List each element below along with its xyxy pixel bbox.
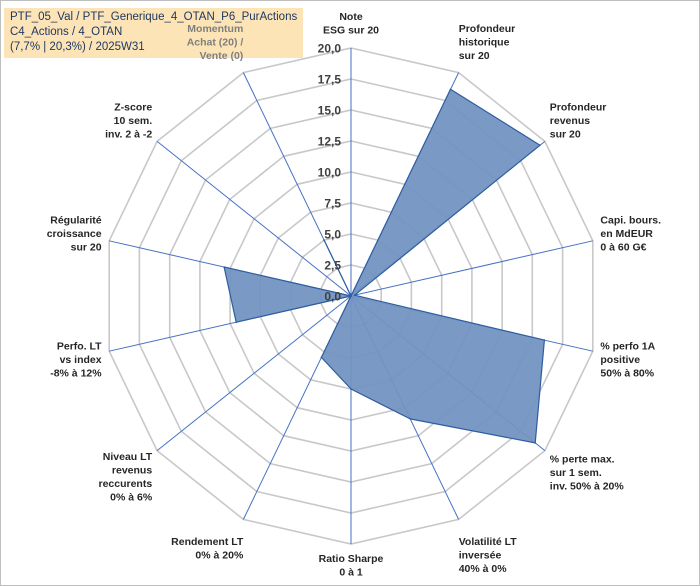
- category-label: Niveau LT revenus reccurents 0% à 6%: [98, 451, 152, 504]
- tick-label: 20,0: [318, 42, 342, 56]
- category-label: Profondeur historique sur 20: [459, 23, 516, 62]
- tick-label: 5,0: [324, 228, 341, 242]
- title-line-period: (7,7% | 20,3%) / 2025W31: [10, 41, 145, 53]
- tick-label: 15,0: [318, 104, 342, 118]
- category-label-line: 0 à 1: [339, 566, 363, 578]
- category-label: Ratio Sharpe 0 à 1: [319, 553, 384, 579]
- tick-label: 17,5: [318, 73, 342, 87]
- category-label-line: en MdEUR: [600, 228, 653, 240]
- category-label-line: positive: [600, 354, 640, 366]
- category-label: Profondeur revenus sur 20: [550, 102, 607, 141]
- category-label-line: Achat (20) /: [187, 37, 244, 49]
- category-label-line: Vente (0): [200, 50, 244, 62]
- category-label-line: sur 20: [459, 50, 490, 62]
- tick-label: 0,0: [324, 290, 341, 304]
- category-label-line: Niveau LT: [103, 451, 153, 463]
- category-label-line: sur 20: [550, 129, 581, 141]
- title-line-category: C4_Actions / 4_OTAN: [10, 26, 123, 38]
- category-label-line: Momentum: [187, 23, 243, 35]
- category-label-line: revenus: [112, 465, 152, 477]
- category-label: Note ESG sur 20: [323, 11, 379, 37]
- series-point: [543, 339, 546, 341]
- series-point: [320, 356, 323, 359]
- category-label-line: 50% à 80%: [600, 367, 654, 379]
- category-label-line: inversée: [459, 549, 502, 561]
- tick-label: 2,5: [324, 259, 341, 273]
- category-label-line: 0 à 60 G€: [600, 242, 646, 254]
- category-label-line: Perfo. LT: [57, 340, 102, 352]
- category-label-line: Z-score: [114, 102, 152, 114]
- category-label-line: 0% à 6%: [110, 492, 153, 504]
- category-label-line: Profondeur: [459, 23, 516, 35]
- series-point: [350, 295, 352, 297]
- title-line-portfolio: PTF_05_Val / PTF_Generique_4_OTAN_P6_Pur…: [10, 11, 298, 23]
- category-label-line: croissance: [47, 228, 102, 240]
- series-point: [350, 388, 352, 390]
- series-point: [235, 321, 237, 324]
- radar-category-labels: Note ESG sur 20 Profondeur historique sur 20…: [47, 11, 661, 579]
- radar-axis-line: [350, 240, 593, 297]
- category-label: Perfo. LT vs index -8% à 12%: [50, 340, 102, 379]
- category-label-line: Capi. bours.: [600, 215, 661, 227]
- series-point: [534, 442, 536, 444]
- category-label-line: inv. 50% à 20%: [550, 481, 625, 493]
- radar-series: [223, 88, 546, 444]
- category-label-line: Note: [339, 11, 362, 23]
- category-label: Volatilité LT inversée 40% à 0%: [459, 536, 518, 575]
- category-label-line: inv. 2 à -2: [105, 129, 152, 141]
- category-label-line: 40% à 0%: [459, 563, 508, 575]
- category-label-line: Volatilité LT: [459, 536, 518, 548]
- series-area: [223, 88, 546, 444]
- series-point: [449, 88, 452, 91]
- tick-label: 12,5: [318, 135, 342, 149]
- category-label-line: 0% à 20%: [195, 549, 244, 561]
- category-label-line: 10 sem.: [114, 115, 153, 127]
- tick-label: 7,5: [324, 197, 341, 211]
- category-label: % perte max. sur 1 sem. inv. 50% à 20%: [550, 454, 625, 493]
- chart-title-box: PTF_05_Val / PTF_Generique_4_OTAN_P6_Pur…: [4, 8, 304, 58]
- radar-axis-line: [156, 295, 352, 451]
- category-label: Z-score 10 sem. inv. 2 à -2: [105, 102, 152, 141]
- category-label: Régularité croissance sur 20: [47, 215, 102, 254]
- category-label-line: % perfo 1A: [600, 340, 655, 352]
- category-label-line: -8% à 12%: [50, 367, 102, 379]
- category-label: % perfo 1A positive 50% à 80%: [600, 340, 655, 379]
- radar-tick-labels: 0,0 2,5 5,0 7,5 10,0 12,5 15,0 17,5 20,0: [318, 42, 342, 304]
- category-label: Momentum Achat (20) / Vente (0): [187, 23, 244, 62]
- tick-label: 10,0: [318, 166, 342, 180]
- category-label-line: ESG sur 20: [323, 24, 379, 36]
- category-label-line: reccurents: [98, 478, 152, 490]
- series-point: [323, 239, 325, 241]
- series-point: [353, 294, 356, 297]
- category-label-line: Profondeur: [550, 102, 607, 114]
- category-label-line: Ratio Sharpe: [319, 553, 384, 565]
- series-point: [409, 418, 412, 420]
- category-label-line: Rendement LT: [171, 536, 244, 548]
- series-point: [223, 266, 225, 268]
- category-label-line: % perte max.: [550, 454, 615, 466]
- category-label-line: sur 1 sem.: [550, 467, 602, 479]
- category-label-line: vs index: [60, 354, 102, 366]
- category-label: Capi. bours. en MdEUR 0 à 60 G€: [600, 215, 661, 254]
- category-label: Rendement LT 0% à 20%: [171, 536, 244, 562]
- category-label-line: historique: [459, 37, 510, 49]
- radar-axis-line: [156, 141, 352, 297]
- category-label-line: Régularité: [50, 215, 102, 227]
- series-point: [539, 144, 541, 146]
- category-label-line: sur 20: [71, 242, 102, 254]
- category-label-line: revenus: [550, 115, 590, 127]
